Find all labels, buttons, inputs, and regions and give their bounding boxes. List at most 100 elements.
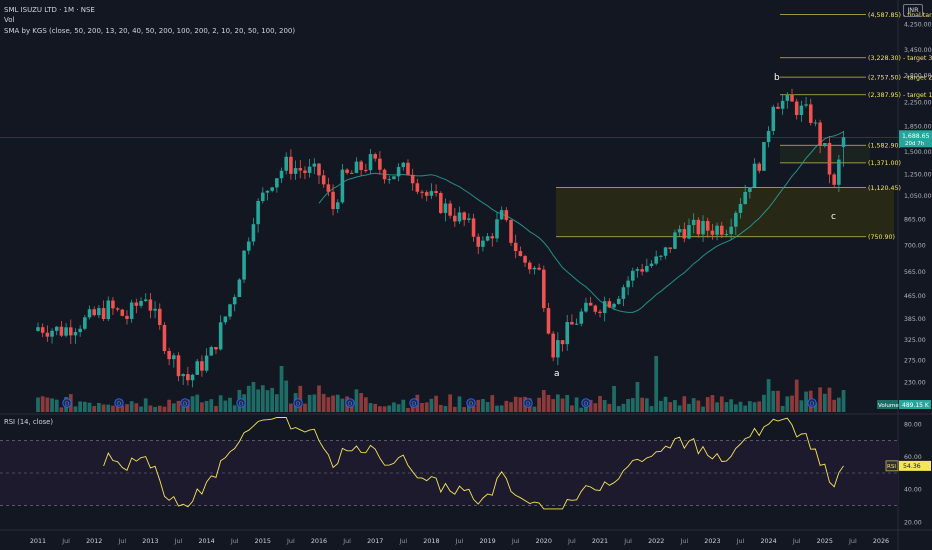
candle-body[interactable] [242, 250, 246, 280]
candle-body[interactable] [364, 169, 368, 171]
candle-body[interactable] [556, 340, 560, 358]
candle-body[interactable] [448, 203, 452, 216]
candle-body[interactable] [251, 224, 256, 242]
candle-body[interactable] [78, 328, 82, 333]
candle-body[interactable] [424, 192, 429, 196]
candle-body[interactable] [837, 159, 841, 185]
candle-body[interactable] [326, 184, 331, 192]
candle-body[interactable] [87, 309, 92, 318]
candle-body[interactable] [565, 322, 569, 345]
candle-body[interactable] [602, 301, 607, 313]
candle-body[interactable] [40, 327, 45, 333]
candle-body[interactable] [120, 309, 125, 316]
candle-body[interactable] [719, 225, 724, 235]
candle-body[interactable] [593, 305, 598, 312]
candle-body[interactable] [139, 300, 143, 306]
candle-body[interactable] [214, 347, 218, 350]
candle-body[interactable] [504, 210, 509, 220]
candle-body[interactable] [204, 355, 209, 371]
dividend-marker-icon[interactable] [180, 398, 190, 408]
dividend-marker-icon[interactable] [523, 398, 533, 408]
candle-body[interactable] [823, 142, 827, 145]
candle-body[interactable] [186, 374, 190, 381]
candle-body[interactable] [153, 308, 157, 311]
sma-legend[interactable]: SMA by KGS (close, 50, 200, 13, 20, 40, … [4, 27, 296, 35]
candle-body[interactable] [785, 94, 790, 101]
dividend-marker-icon[interactable] [409, 398, 419, 408]
candle-body[interactable] [298, 168, 303, 171]
candle-body[interactable] [200, 361, 204, 371]
candle-body[interactable] [523, 256, 527, 263]
candle-body[interactable] [659, 255, 663, 257]
candle-body[interactable] [757, 163, 762, 171]
candle-body[interactable] [673, 232, 677, 249]
candle-body[interactable] [612, 303, 616, 308]
candle-body[interactable] [631, 270, 635, 281]
candle-body[interactable] [429, 191, 434, 196]
candle-body[interactable] [293, 168, 298, 174]
candle-body[interactable] [190, 374, 195, 381]
candle-body[interactable] [677, 229, 682, 233]
candle-body[interactable] [579, 311, 584, 324]
candle-body[interactable] [551, 333, 555, 358]
currency-badge[interactable]: INR [903, 4, 923, 17]
candle-body[interactable] [340, 169, 345, 203]
candle-body[interactable] [45, 332, 50, 337]
candle-body[interactable] [382, 169, 387, 180]
dividend-marker-icon[interactable] [466, 398, 476, 408]
candle-body[interactable] [743, 191, 747, 205]
candle-body[interactable] [195, 361, 200, 375]
candle-body[interactable] [83, 317, 87, 329]
candle-body[interactable] [668, 247, 673, 249]
dividend-marker-icon[interactable] [345, 398, 355, 408]
candle-body[interactable] [401, 162, 406, 168]
candle-body[interactable] [841, 137, 846, 148]
candle-body[interactable] [481, 240, 485, 247]
candle-body[interactable] [438, 192, 443, 213]
candle-body[interactable] [317, 163, 321, 176]
candle-body[interactable] [434, 191, 438, 193]
candle-body[interactable] [570, 322, 574, 325]
candle-body[interactable] [265, 190, 270, 193]
candle-body[interactable] [143, 299, 148, 301]
candle-body[interactable] [172, 355, 176, 360]
candle-body[interactable] [752, 163, 757, 188]
candle-body[interactable] [710, 230, 715, 235]
candle-body[interactable] [167, 351, 171, 360]
candle-body[interactable] [649, 263, 654, 266]
candle-body[interactable] [176, 355, 181, 377]
candle-body[interactable] [762, 142, 766, 171]
candle-body[interactable] [546, 308, 551, 334]
candle-body[interactable] [640, 269, 644, 272]
candle-body[interactable] [36, 327, 40, 331]
candle-body[interactable] [542, 269, 546, 309]
candle-body[interactable] [59, 326, 64, 336]
candle-body[interactable] [734, 212, 738, 227]
candle-body[interactable] [598, 311, 602, 313]
candle-body[interactable] [261, 192, 265, 202]
candle-body[interactable] [228, 304, 232, 317]
candle-body[interactable] [804, 104, 808, 106]
candle-body[interactable] [97, 308, 101, 316]
candle-body[interactable] [654, 256, 658, 264]
candle-body[interactable] [162, 324, 167, 352]
candle-body[interactable] [270, 187, 274, 191]
candle-body[interactable] [687, 225, 691, 239]
candle-body[interactable] [420, 191, 424, 193]
candle-body[interactable] [387, 179, 392, 181]
candle-body[interactable] [626, 280, 630, 288]
candle-body[interactable] [513, 242, 518, 252]
candle-body[interactable] [499, 210, 504, 220]
candle-body[interactable] [560, 340, 565, 345]
candle-body[interactable] [359, 161, 363, 170]
candle-body[interactable] [406, 162, 410, 175]
candle-body[interactable] [321, 175, 326, 185]
candle-body[interactable] [818, 122, 822, 145]
candle-body[interactable] [181, 374, 185, 377]
candle-body[interactable] [645, 265, 649, 272]
candle-body[interactable] [467, 218, 471, 220]
candle-body[interactable] [106, 300, 111, 320]
dividend-marker-icon[interactable] [581, 398, 591, 408]
dividend-marker-icon[interactable] [62, 398, 72, 408]
candle-body[interactable] [256, 201, 260, 225]
